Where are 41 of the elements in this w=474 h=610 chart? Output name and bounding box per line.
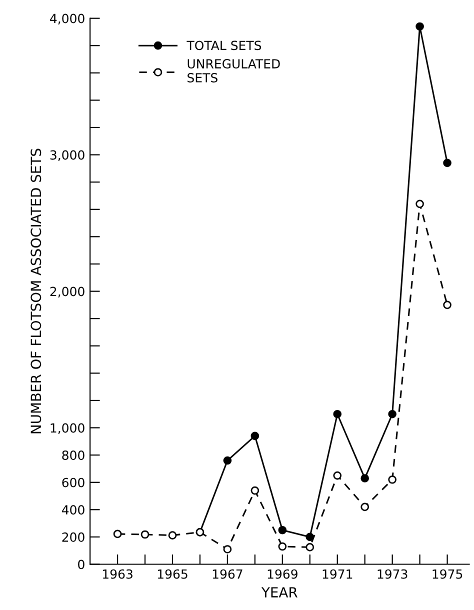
x-tick-label: 1963 xyxy=(103,569,132,579)
point xyxy=(250,486,260,495)
x-tick-label: 1969 xyxy=(268,569,298,579)
x-axis-title: YEAR xyxy=(261,587,298,598)
legend-label: TOTAL SETS xyxy=(186,40,262,50)
point xyxy=(443,158,452,168)
point xyxy=(333,410,342,418)
point xyxy=(140,530,150,539)
point xyxy=(168,531,177,540)
y-tick-label: 600 xyxy=(62,478,84,488)
point xyxy=(306,543,314,552)
legend-label: UNREGULATED SETS xyxy=(188,59,280,82)
point xyxy=(113,530,122,538)
point xyxy=(416,200,424,208)
point xyxy=(360,502,370,512)
point xyxy=(306,532,314,542)
y-tick-label: 1,000 xyxy=(50,423,84,434)
point xyxy=(333,471,342,480)
point xyxy=(278,542,287,551)
point xyxy=(278,526,287,534)
point xyxy=(388,410,396,418)
point xyxy=(223,545,232,554)
x-tick-label: 1965 xyxy=(158,569,188,579)
point xyxy=(223,456,232,465)
point xyxy=(388,475,396,484)
point xyxy=(416,22,424,31)
point xyxy=(360,474,370,482)
y-tick-label: 400 xyxy=(62,505,84,515)
y-tick-label: 3,000 xyxy=(50,150,84,161)
x-tick-label: 1971 xyxy=(322,569,352,579)
x-tick-label: 1975 xyxy=(432,569,462,579)
x-tick-label: 1973 xyxy=(378,569,408,579)
x-tick-label: 1967 xyxy=(212,569,242,579)
y-axis-title: NUMBER OF FLOTSOM ASSOCIATED SETS xyxy=(30,148,42,434)
point xyxy=(443,300,452,310)
y-tick-label: 2,000 xyxy=(50,286,84,298)
y-tick-label: 800 xyxy=(62,450,84,460)
y-tick-label: 4,000 xyxy=(50,14,84,24)
y-tick-label: 200 xyxy=(62,532,84,542)
y-tick-label: 0 xyxy=(78,560,84,570)
point xyxy=(250,432,260,440)
